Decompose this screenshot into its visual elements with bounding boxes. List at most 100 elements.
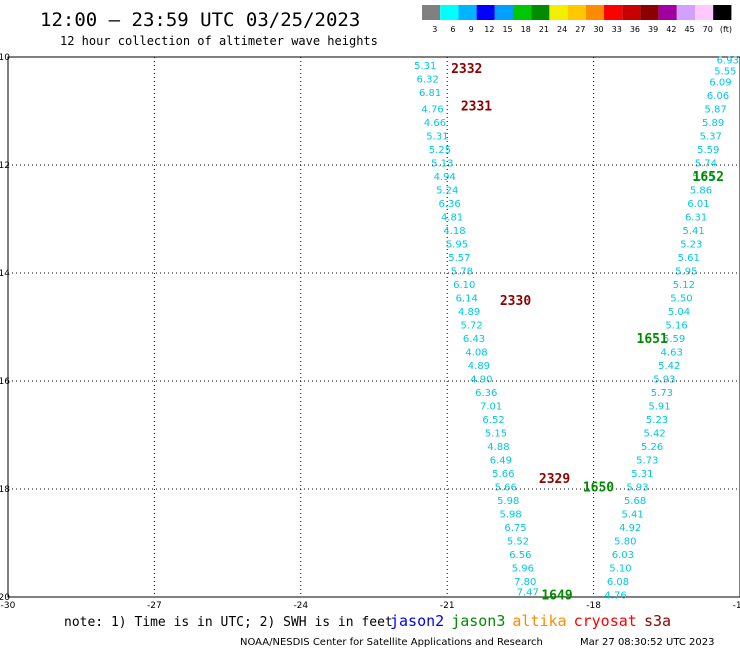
wave-height-point: 5.96 bbox=[512, 563, 534, 574]
wave-height-point: 7.01 bbox=[480, 401, 502, 412]
wave-height-point: 5.13 bbox=[431, 158, 453, 169]
pass-number-label: 1651 bbox=[637, 332, 668, 347]
satellite-legend: jason2 jason3 altika cryosat s3a bbox=[390, 612, 671, 630]
wave-height-point: 5.95 bbox=[675, 266, 697, 277]
pass-number-label: 1650 bbox=[583, 480, 614, 495]
wave-height-point: 6.75 bbox=[504, 523, 526, 534]
x-tick-label: -18 bbox=[586, 601, 601, 611]
colorbar-label: 30 bbox=[593, 25, 603, 34]
pass-number-label: 1652 bbox=[693, 170, 724, 185]
plot-area bbox=[7, 56, 740, 598]
wave-height-point: 5.66 bbox=[495, 482, 517, 493]
colorbar-swatch bbox=[622, 5, 641, 20]
wave-height-point: 6.36 bbox=[439, 199, 461, 210]
wave-height-point: 5.25 bbox=[429, 145, 451, 156]
colorbar-swatch bbox=[513, 5, 532, 20]
colorbar-swatch bbox=[422, 5, 441, 20]
colorbar-swatch bbox=[458, 5, 477, 20]
colorbar-label: 33 bbox=[612, 25, 622, 34]
satellite-legend-item: jason2 bbox=[390, 612, 444, 630]
colorbar-legend: 3 6 9 12 15 18 21 24 27 30 33 36 39 42 45 70 (ft) bbox=[422, 5, 732, 34]
x-tick-label: -24 bbox=[293, 601, 308, 611]
note-text: note: 1) Time is in UTC; 2) SWH is in fe… bbox=[64, 615, 393, 630]
colorbar-swatch bbox=[549, 5, 568, 20]
satellite-legend-item: s3a bbox=[644, 612, 671, 630]
wave-height-point: 5.73 bbox=[651, 388, 673, 399]
pass-number-label: 2329 bbox=[539, 472, 570, 487]
colorbar-label: 18 bbox=[521, 25, 531, 34]
wave-height-point: 5.98 bbox=[500, 509, 522, 520]
wave-height-point: 5.26 bbox=[641, 442, 663, 453]
y-tick-label: -18 bbox=[0, 485, 10, 495]
y-tick-label: -16 bbox=[0, 377, 10, 387]
wave-height-point: 5.98 bbox=[497, 496, 519, 507]
x-tick-label: -30 bbox=[1, 601, 16, 611]
wave-height-point: 6.31 bbox=[685, 212, 707, 223]
wave-height-point: 4.92 bbox=[619, 523, 641, 534]
colorbar-label: 12 bbox=[484, 25, 494, 34]
colorbar-label: 3 bbox=[432, 25, 437, 34]
x-tick-label: -27 bbox=[147, 601, 162, 611]
wave-height-point: 5.31 bbox=[414, 61, 436, 72]
wave-height-point: 6.09 bbox=[709, 77, 731, 88]
wave-height-point: 6.32 bbox=[417, 75, 439, 86]
colorbar-label: 6 bbox=[450, 25, 455, 34]
wave-height-point: 5.24 bbox=[436, 185, 458, 196]
satellite-legend-item: altika bbox=[512, 612, 566, 630]
satellite-legend-item: jason3 bbox=[451, 612, 505, 630]
wave-height-point: 6.49 bbox=[490, 455, 512, 466]
colorbar-label: 15 bbox=[502, 25, 512, 34]
wave-height-point: 5.41 bbox=[683, 226, 705, 237]
wave-height-point: 5.50 bbox=[670, 293, 692, 304]
wave-height-point: 6.10 bbox=[453, 280, 475, 291]
pass-number-label: 2330 bbox=[500, 294, 531, 309]
pass-number-label: 2332 bbox=[451, 62, 482, 77]
wave-height-point: 5.55 bbox=[714, 67, 736, 78]
footer-credit: NOAA/NESDIS Center for Satellite Applica… bbox=[240, 637, 543, 648]
colorbar-label: 36 bbox=[630, 25, 640, 34]
colorbar-swatch bbox=[640, 5, 659, 20]
wave-height-point: 5.59 bbox=[697, 145, 719, 156]
colorbar-label: 45 bbox=[684, 25, 694, 34]
wave-height-point: 5.12 bbox=[673, 280, 695, 291]
wave-height-point: 5.42 bbox=[643, 428, 665, 439]
wave-height-point: 5.68 bbox=[624, 496, 646, 507]
wave-height-point: 4.89 bbox=[458, 307, 480, 318]
chart-subtitle: 12 hour collection of altimeter wave hei… bbox=[60, 34, 378, 48]
wave-height-point: 7.80 bbox=[514, 577, 536, 588]
pass-number-label: 2331 bbox=[461, 100, 492, 115]
colorbar-swatch bbox=[658, 5, 677, 20]
colorbar-label: 21 bbox=[539, 25, 549, 34]
wave-height-point: 5.78 bbox=[451, 266, 473, 277]
wave-height-point: 5.73 bbox=[636, 455, 658, 466]
footer-timestamp: Mar 27 08:30:52 UTC 2023 bbox=[580, 637, 715, 648]
y-tick-label: -14 bbox=[0, 269, 10, 279]
data-points: 5.31 6.32 6.81 4.76 4.66 5.31 5.25 5.13 4.94 5.24… bbox=[414, 56, 739, 602]
colorbar-label: 24 bbox=[557, 25, 567, 34]
colorbar-label: 9 bbox=[469, 25, 474, 34]
wave-height-point: 6.56 bbox=[509, 550, 531, 561]
wave-height-point: 6.03 bbox=[612, 550, 634, 561]
pass-labels: 2332 2331 2330 2329 1652 1651 1650 1649 bbox=[451, 62, 724, 603]
wave-height-point: 5.93 bbox=[653, 374, 675, 385]
wave-height-point: 5.10 bbox=[609, 563, 631, 574]
wave-height-point: 6.36 bbox=[475, 388, 497, 399]
wave-height-point: 5.74 bbox=[695, 158, 717, 169]
wave-height-point: 4.81 bbox=[441, 212, 463, 223]
wave-height-point: 4.89 bbox=[468, 361, 490, 372]
colorbar-swatch bbox=[585, 5, 604, 20]
wave-height-point: 6.93 bbox=[717, 56, 739, 67]
wave-height-point: 5.59 bbox=[663, 334, 685, 345]
colorbar-swatch bbox=[531, 5, 550, 20]
y-tick-label: -10 bbox=[0, 53, 10, 63]
wave-height-point: 4.66 bbox=[424, 118, 446, 129]
wave-height-point: 4.76 bbox=[604, 590, 626, 601]
wave-height-point: 5.31 bbox=[631, 469, 653, 480]
chart-title: 12:00 – 23:59 UTC 03/25/2023 bbox=[40, 9, 360, 31]
x-tick-label: -21 bbox=[440, 601, 455, 611]
wave-height-point: 5.31 bbox=[426, 131, 448, 142]
wave-height-point: 5.57 bbox=[448, 253, 470, 264]
wave-height-point: 5.04 bbox=[668, 307, 690, 318]
wave-height-point: 5.72 bbox=[460, 320, 482, 331]
